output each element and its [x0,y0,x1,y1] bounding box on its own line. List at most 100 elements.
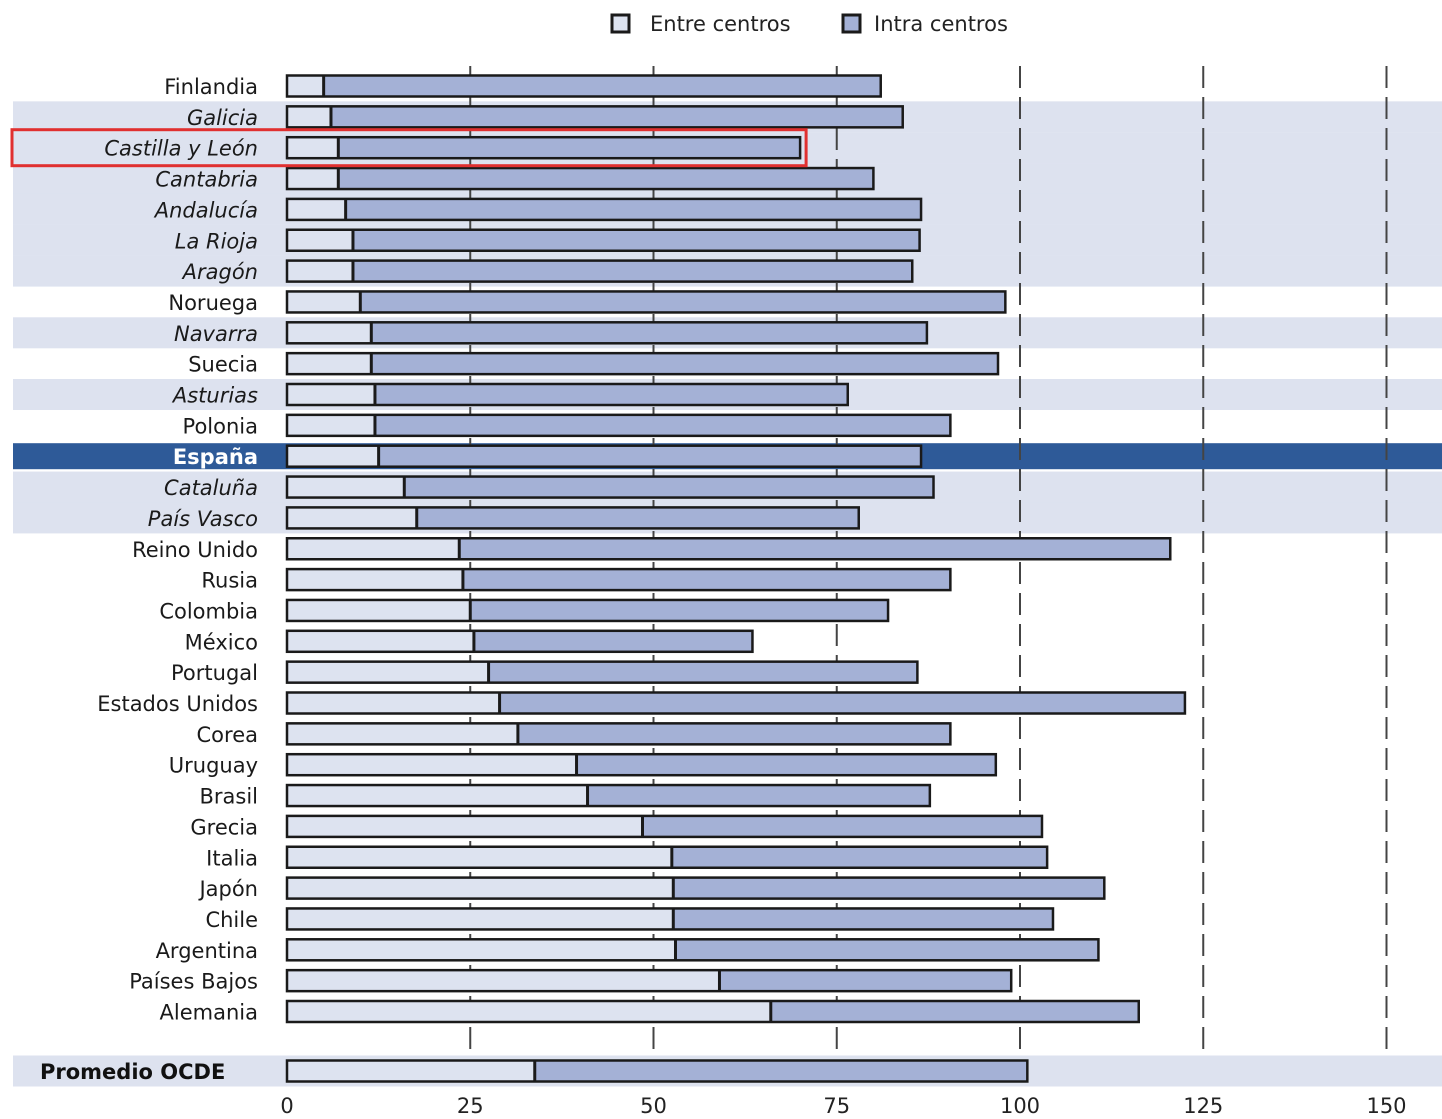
bar-entre-chile [287,908,674,930]
bar-intra-navarra [371,322,927,344]
bar-outline-argentina [285,938,1100,962]
bar-entre-polonia [287,414,375,436]
bar-intra-andalucia [345,198,922,220]
category-label-polonia: Polonia [183,414,258,438]
bar-entre-andalucia [287,198,346,220]
bar-intra-finlandia [323,75,881,97]
bar-entre-pais-vasco [287,507,417,529]
bar-outline-corea [285,722,952,746]
category-label-asturias: Asturias [171,384,258,408]
bar-entre-portugal [287,661,489,683]
bar-outline-japon [285,876,1106,900]
bar-outline-chile [285,907,1055,931]
bar-outline-navarra [285,321,929,345]
bar-intra-promedio-ocde [534,1060,1028,1082]
bar-entre-la-rioja [287,229,353,251]
bar-entre-mexico [287,630,474,652]
category-label-portugal: Portugal [171,661,258,685]
bar-outline-aragon [285,259,914,283]
category-label-corea: Corea [197,723,258,747]
bar-outline-andalucia [285,197,923,222]
category-label-cantabria: Cantabria [155,168,258,192]
bar-entre-brasil [287,785,588,807]
bar-entre-grecia [287,815,643,837]
bar-outline-estados-unidos [285,691,1187,715]
bar-entre-reino-unido [287,538,460,560]
legend-label-entre: Entre centros [650,12,791,36]
bar-intra-aragon [352,260,913,282]
legend-swatch-intra [841,13,862,34]
bar-entre-castilla-y-leon [287,137,339,159]
bar-entre-cantabria [287,168,339,190]
bar-outline-portugal [285,660,919,684]
category-label-alemania: Alemania [160,1001,258,1025]
bar-outline-finlandia [285,74,882,98]
bar-intra-chile [673,908,1053,930]
bar-outline-colombia [285,598,890,623]
bar-intra-la-rioja [352,229,920,251]
category-label-castilla-y-leon: Castilla y León [104,137,258,161]
bar-intra-polonia [374,414,951,436]
bar-outline-cataluna [285,475,935,499]
x-tick-25: 25 [457,1094,484,1118]
legend-label-intra: Intra centros [874,12,1008,36]
bar-outline-paises-bajos [285,968,1013,993]
bar-outline-asturias [285,382,849,407]
bar-entre-estados-unidos [287,692,500,714]
bar-entre-aragon [287,260,353,282]
bar-intra-uruguay [576,754,996,776]
bar-entre-noruega [287,291,361,313]
category-label-pais-vasco: País Vasco [148,507,258,531]
category-label-finlandia: Finlandia [164,75,258,99]
bar-entre-asturias [287,384,375,405]
category-label-aragon: Aragón [181,260,258,284]
bar-intra-suecia [371,353,999,375]
x-tick-100: 100 [1000,1094,1040,1118]
bar-intra-corea [517,723,951,745]
bar-outline-espana [285,444,923,468]
bar-entre-promedio-ocde [287,1060,535,1082]
category-label-paises-bajos: Países Bajos [129,970,258,994]
bar-intra-rusia [462,569,951,591]
bar-intra-colombia [470,599,889,621]
bar-outline-italia [285,845,1049,869]
category-label-grecia: Grecia [190,815,258,839]
bar-intra-grecia [642,815,1042,837]
bar-intra-estados-unidos [499,692,1185,714]
category-label-italia: Italia [206,846,258,870]
bar-intra-brasil [587,785,930,807]
x-tick-150: 150 [1366,1094,1406,1118]
category-label-navarra: Navarra [174,322,258,346]
category-label-uruguay: Uruguay [169,754,258,778]
bar-outline-rusia [285,567,952,592]
highlight-box [10,128,808,168]
bar-entre-italia [287,846,672,868]
bar-intra-galicia [330,106,903,128]
bar-outline-castilla-y-leon [285,135,802,160]
category-label-japon: Japón [197,877,258,901]
bar-outline-brasil [285,783,932,808]
bar-outline-pais-vasco [285,506,860,530]
category-label-colombia: Colombia [159,599,258,623]
x-tick-50: 50 [640,1094,667,1118]
x-tick-75: 75 [823,1094,850,1118]
bar-outline-polonia [285,413,952,438]
bar-entre-alemania [287,1001,771,1022]
bar-intra-argentina [675,939,1099,961]
bar-entre-rusia [287,569,463,591]
category-label-promedio-ocde: Promedio OCDE [40,1060,225,1084]
bar-intra-italia [671,846,1048,868]
bar-outline-alemania [285,999,1140,1024]
bar-intra-castilla-y-leon [338,137,801,159]
bar-outline-cantabria [285,166,875,191]
bar-intra-cantabria [338,168,874,190]
category-label-la-rioja: La Rioja [175,229,258,253]
bar-outline-noruega [285,290,1007,314]
bar-entre-finlandia [287,75,324,97]
bar-outline-uruguay [285,752,998,777]
bar-entre-argentina [287,939,676,961]
category-label-rusia: Rusia [201,569,258,593]
bar-intra-portugal [488,661,918,683]
bar-entre-paises-bajos [287,970,720,992]
x-tick-0: 0 [280,1094,293,1118]
